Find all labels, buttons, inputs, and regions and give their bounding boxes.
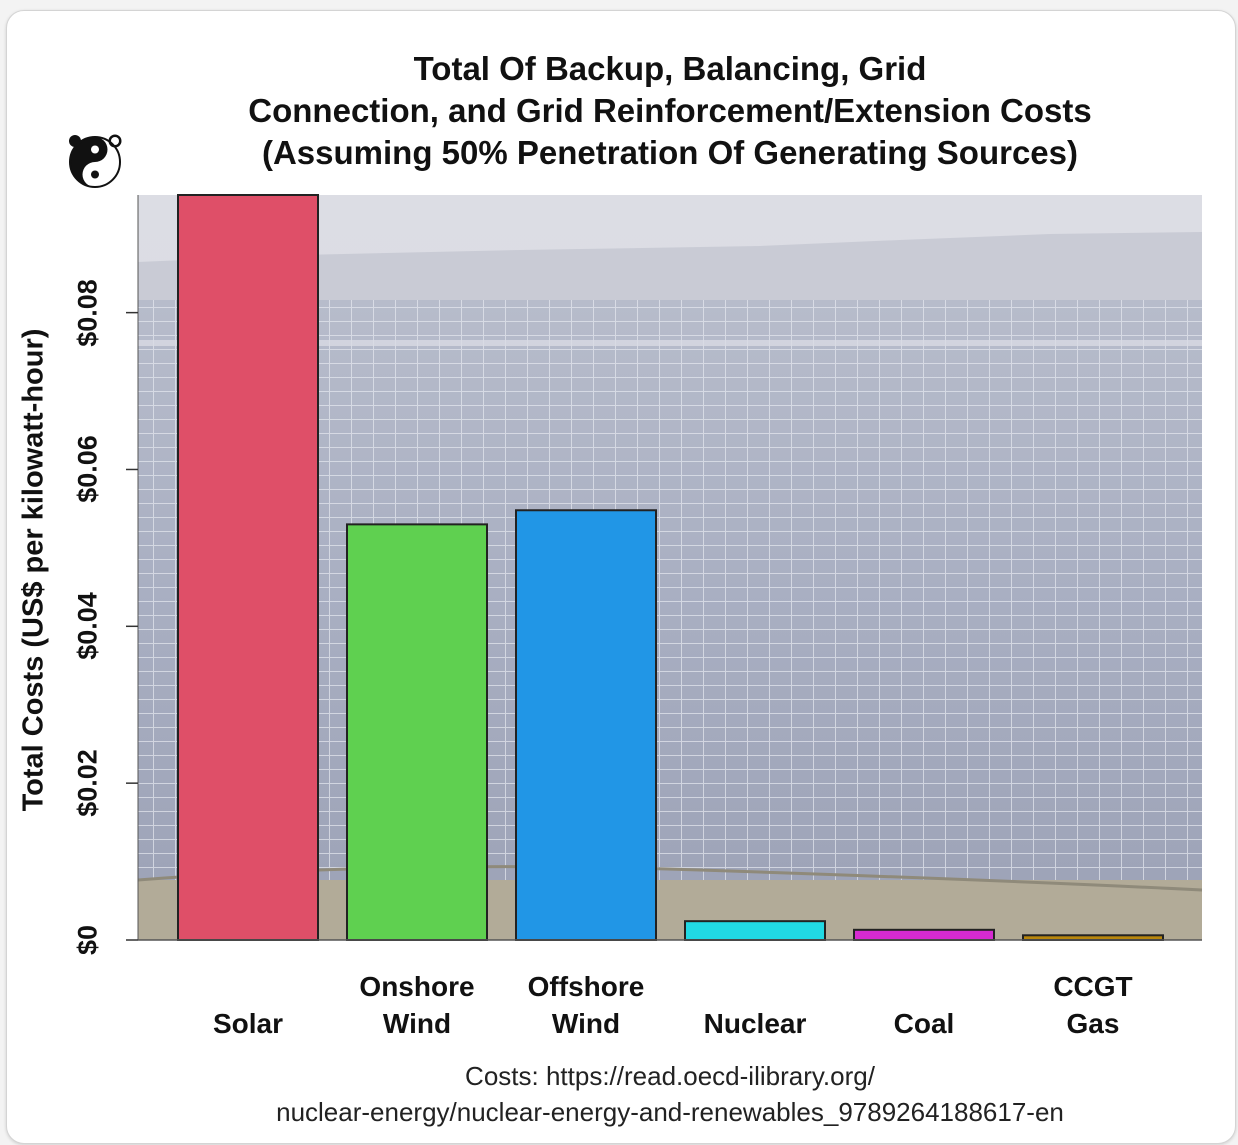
source-note: Costs: https://read.oecd-ilibrary.org/ n… — [100, 1058, 1238, 1130]
chart-title-line-3: (Assuming 50% Penetration Of Generating … — [261, 134, 1078, 171]
bar-offshore-wind — [515, 509, 657, 941]
x-category-label: Offshore Wind — [496, 968, 676, 1042]
bar-onshore-wind — [346, 523, 488, 941]
x-category-label: Solar — [158, 1005, 338, 1042]
x-category-label-line: Wind — [551, 1008, 621, 1039]
x-category-label: Coal — [834, 1005, 1014, 1042]
x-category-label-line: Coal — [893, 1008, 955, 1039]
x-category-label: Onshore Wind — [327, 968, 507, 1042]
x-category-label: Nuclear — [665, 1005, 845, 1042]
x-category-label-line: Wind — [382, 1008, 452, 1039]
x-category-label-line: Gas — [1066, 1008, 1120, 1039]
bar-solar — [177, 194, 319, 941]
source-line-1: Costs: https://read.oecd-ilibrary.org/ — [465, 1061, 875, 1091]
source-line-2: nuclear-energy/nuclear-energy-and-renewa… — [276, 1097, 1064, 1127]
x-category-label-line: Solar — [212, 1008, 284, 1039]
y-axis-ticks — [126, 311, 138, 941]
chart-title-line-1: Total Of Backup, Balancing, Grid — [413, 50, 927, 87]
yin-yang-bear-logo-icon — [69, 134, 122, 188]
bars — [138, 194, 1202, 942]
x-category-label: CCGT Gas — [1003, 968, 1183, 1042]
chart-title: Total Of Backup, Balancing, Grid Connect… — [160, 48, 1180, 174]
bar-coal — [853, 928, 995, 941]
x-category-label-line: Offshore — [527, 971, 645, 1002]
x-category-label-line: Nuclear — [703, 1008, 807, 1039]
x-category-label-line: Onshore — [359, 971, 475, 1002]
bar-nuclear — [684, 920, 826, 942]
chart-title-line-2: Connection, and Grid Reinforcement/Exten… — [248, 92, 1092, 129]
x-category-label-line: CCGT — [1053, 971, 1133, 1002]
